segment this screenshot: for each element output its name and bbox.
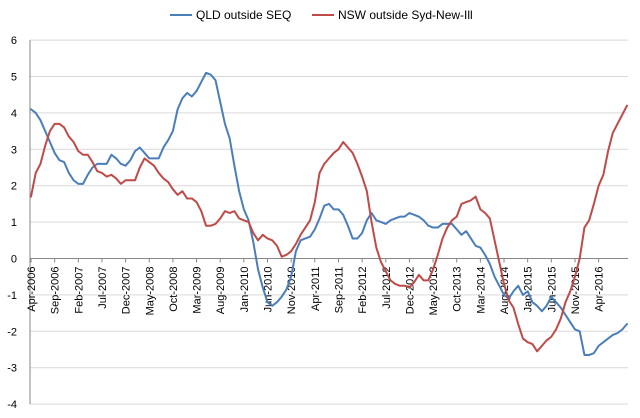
x-tick-label: Sep-2011 <box>333 267 345 314</box>
y-tick-label: 1 <box>11 217 17 229</box>
x-tick-label: Dec-2012 <box>404 267 416 315</box>
y-axis: -4 -3 -2 -1 0 1 2 3 4 5 6 <box>7 35 31 411</box>
y-tick-label: 6 <box>11 35 17 47</box>
x-tick-label: Feb-2012 <box>357 267 369 314</box>
legend: QLD outside SEQ NSW outside Syd-New-Ill <box>170 8 473 22</box>
y-tick-label: 2 <box>11 181 17 193</box>
x-tick-label: Aug-2009 <box>215 267 227 315</box>
x-tick-label: Nov-2015 <box>570 267 582 315</box>
series-line-nsw <box>30 104 628 353</box>
x-tick-label: Oct-2013 <box>452 267 464 312</box>
x-tick-label: Feb-2007 <box>73 267 85 314</box>
x-tick-label: May-2013 <box>428 267 440 316</box>
x-tick-label: Oct-2008 <box>168 267 180 312</box>
x-tick-label: Nov-2010 <box>286 267 298 315</box>
gridlines <box>30 39 628 405</box>
series-lines <box>30 71 628 356</box>
x-tick-label: May-2008 <box>144 267 156 316</box>
x-tick-label: Jan-2010 <box>239 267 251 313</box>
y-tick-label: 4 <box>11 108 17 120</box>
legend-label-qld: QLD outside SEQ <box>196 8 291 22</box>
y-tick-label: -3 <box>7 363 17 375</box>
y-tick-label: -4 <box>7 399 17 411</box>
series-line-qld <box>30 71 628 356</box>
y-tick-label: -2 <box>7 326 17 338</box>
y-tick-label: 3 <box>11 144 17 156</box>
x-tick-label: Dec-2007 <box>121 267 133 315</box>
y-tick-label: -1 <box>7 290 17 302</box>
x-tick-label: Apr-2016 <box>594 267 606 312</box>
x-tick-label: Jun-2010 <box>263 267 275 313</box>
y-tick-label: 0 <box>11 254 17 266</box>
x-tick-label: Apr-2006 <box>26 267 38 312</box>
x-tick-label: Apr-2011 <box>310 267 322 311</box>
x-tick-label: Jul-2007 <box>97 267 109 309</box>
x-tick-label: Mar-2014 <box>475 267 487 314</box>
legend-label-nsw: NSW outside Syd-New-Ill <box>338 8 473 22</box>
y-tick-label: 5 <box>11 72 17 84</box>
x-tick-label: Sep-2006 <box>50 267 62 315</box>
x-tick-label: Jun-2015 <box>546 267 558 313</box>
x-tick-label: Jan-2015 <box>523 267 535 313</box>
x-tick-label: Mar-2009 <box>192 267 204 314</box>
